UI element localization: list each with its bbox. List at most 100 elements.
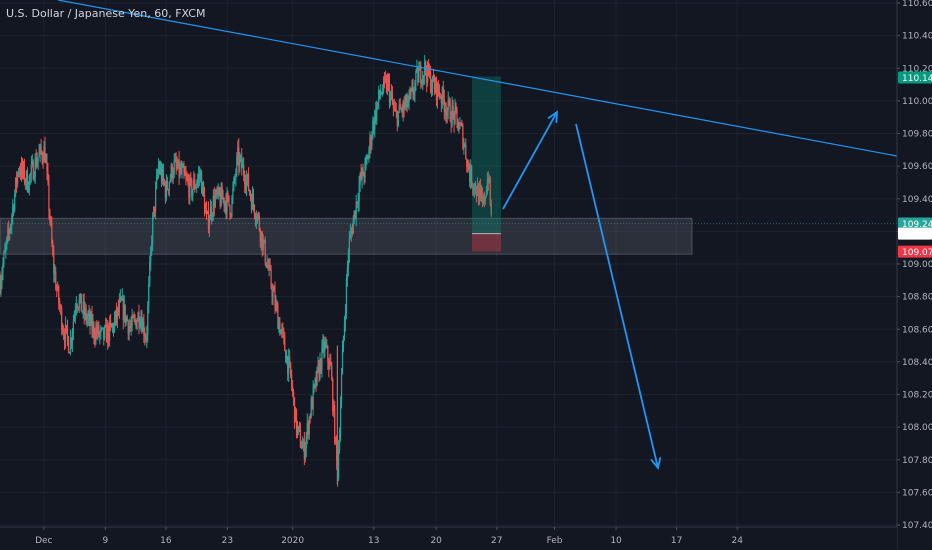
y-tick-label-6: 108.600	[902, 325, 932, 335]
candle-32	[30, 156, 32, 183]
candle-168	[163, 178, 166, 187]
candle-211	[205, 200, 208, 221]
candle-348	[339, 396, 342, 442]
price-axis[interactable]: 107.400 107.600 107.800 108.000 108.200 108.4…	[896, 0, 932, 550]
candle-10	[9, 227, 11, 241]
candle-433	[423, 75, 425, 86]
candle-152	[148, 276, 150, 314]
candle-455	[444, 101, 446, 122]
candle-321	[313, 383, 315, 394]
candle-203	[198, 165, 200, 189]
candle-100	[97, 322, 99, 341]
candle-403	[393, 98, 395, 112]
candle-500	[488, 174, 490, 184]
candle-122	[118, 293, 120, 320]
candle-492	[480, 184, 483, 202]
descending-trendline	[57, 0, 898, 157]
candle-452	[441, 85, 443, 109]
candle-104	[101, 327, 103, 332]
candle-495	[483, 191, 486, 208]
candle-105	[102, 327, 104, 330]
candle-30	[28, 174, 30, 196]
candle-424	[414, 79, 416, 103]
drawings[interactable]	[0, 0, 898, 471]
candle-84	[81, 310, 83, 314]
candle-427	[417, 66, 419, 86]
x-tick-label-9: 10	[610, 536, 622, 546]
candle-192	[187, 173, 189, 187]
candle-420	[410, 87, 412, 100]
candle-232	[226, 186, 228, 219]
candle-43	[41, 150, 43, 165]
candle-484	[473, 183, 475, 197]
candle-126	[122, 295, 124, 330]
candle-432	[422, 70, 424, 91]
candle-338	[330, 353, 332, 366]
candle-446	[435, 76, 438, 107]
candle-239	[233, 176, 235, 192]
candle-337	[329, 354, 331, 370]
candle-224	[218, 186, 220, 197]
candle-237	[231, 195, 233, 218]
candle-107	[104, 324, 106, 341]
candle-481	[470, 159, 472, 190]
candle-467	[456, 106, 458, 129]
candle-466	[455, 102, 457, 114]
candle-404	[394, 101, 396, 112]
candle-79	[76, 303, 78, 314]
x-tick-label-7: 27	[491, 536, 502, 546]
candle-292	[285, 350, 287, 363]
candle-160	[155, 168, 158, 190]
x-tick-label-5: 13	[368, 536, 379, 546]
candle-276	[269, 258, 271, 271]
candle-353	[344, 304, 347, 332]
candle-489	[477, 183, 480, 206]
candle-295	[288, 348, 290, 383]
candle-311	[303, 431, 305, 466]
candle-323	[315, 370, 317, 392]
candle-182	[177, 159, 179, 169]
candle-328	[320, 358, 322, 374]
candle-393	[383, 72, 386, 89]
candle-299	[292, 379, 294, 397]
candle-473	[462, 123, 464, 151]
candle-179	[174, 152, 176, 163]
candle-127	[123, 295, 125, 323]
candle-469	[458, 121, 460, 134]
candle-417	[407, 95, 409, 108]
candle-91	[88, 304, 90, 327]
candle-329	[321, 339, 323, 378]
candle-158	[154, 206, 156, 217]
candle-194	[189, 174, 191, 205]
candle-54	[52, 239, 54, 257]
candle-271	[264, 236, 266, 266]
candle-399	[389, 90, 392, 107]
candle-185	[180, 159, 182, 175]
candle-206	[200, 169, 203, 194]
candle-205	[200, 168, 202, 183]
svg-text:109.076: 109.076	[902, 248, 932, 258]
candle-396	[386, 72, 389, 96]
candle-442	[431, 75, 434, 96]
candle-159	[154, 181, 157, 220]
candle-340	[332, 376, 334, 416]
chart-title: U.S. Dollar / Japanese Yen, 60, FXCM	[6, 7, 205, 20]
candle-363	[354, 210, 356, 220]
long-position-tool[interactable]	[472, 76, 501, 252]
candle-376	[367, 154, 369, 160]
candle-118	[114, 309, 117, 327]
candle-361	[352, 215, 354, 235]
candle-33	[31, 154, 33, 168]
candle-437	[427, 60, 429, 87]
candle-402	[392, 99, 394, 117]
candle-216	[210, 200, 212, 225]
candle-367	[358, 175, 360, 212]
position-profit-zone	[472, 76, 501, 234]
candle-270	[263, 239, 265, 244]
candle-189	[184, 166, 186, 176]
time-axis[interactable]: Dec 9 16 23 2020 13 20 27 Feb 10 17 24	[0, 526, 897, 550]
candle-198	[193, 171, 195, 190]
candle-154	[150, 246, 152, 271]
